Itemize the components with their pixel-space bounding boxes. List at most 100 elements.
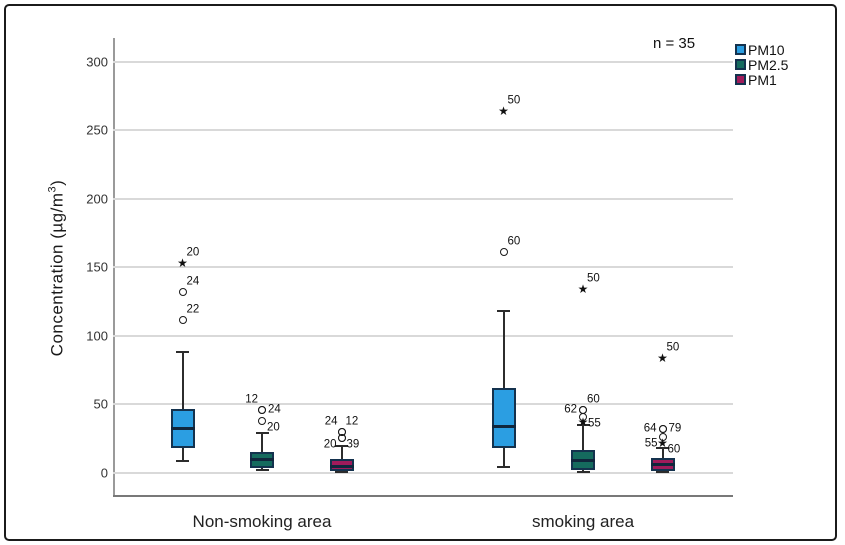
whisker-upper-pm25-smoking bbox=[582, 425, 584, 450]
whisker-cap-upper-pm25-smoking bbox=[576, 424, 590, 427]
whisker-cap-lower-pm25-non-smoking bbox=[255, 469, 269, 472]
outlier-circle-icon-pm25-non-smoking bbox=[258, 405, 266, 414]
median-pm25-non-smoking bbox=[250, 458, 274, 462]
y-axis-title-close: ) bbox=[47, 179, 67, 186]
outlier-circle-icon-pm10-smoking bbox=[499, 248, 508, 257]
whisker-cap-lower-pm10-smoking bbox=[497, 465, 510, 468]
sample-size-annotation: n = 35 bbox=[653, 35, 696, 52]
whisker-lower-pm10-non-smoking bbox=[181, 447, 184, 461]
whisker-cap-upper-pm25-non-smoking bbox=[255, 432, 269, 435]
whisker-upper-pm1-non-smoking bbox=[340, 445, 343, 460]
legend-item-pm25: PM2.5 bbox=[735, 56, 789, 73]
whisker-cap-lower-pm10-non-smoking bbox=[176, 459, 189, 462]
whisker-lower-pm25-smoking bbox=[582, 469, 584, 473]
gridline-200 bbox=[113, 197, 733, 200]
gridline-100 bbox=[113, 334, 733, 337]
outlier-star-icon-pm10-non-smoking: ★ bbox=[177, 256, 188, 271]
outlier-circle-icon-pm25-non-smoking bbox=[258, 416, 266, 425]
y-tick-label-200: 200 bbox=[86, 191, 108, 207]
outlier-star-icon-pm1-smoking: ★ bbox=[657, 350, 668, 365]
outlier-circle-icon-pm1-smoking bbox=[658, 425, 667, 434]
median-pm25-smoking bbox=[571, 459, 595, 463]
y-tick-label-250: 250 bbox=[86, 122, 108, 138]
legend: PM10 PM2.5 PM1 bbox=[735, 41, 789, 88]
gridline-0 bbox=[113, 472, 733, 474]
gridline-150 bbox=[113, 266, 733, 269]
outlier-label-pm25-smoking: 60 bbox=[587, 393, 600, 406]
legend-item-pm1: PM1 bbox=[735, 71, 788, 88]
whisker-lower-pm25-non-smoking bbox=[261, 467, 263, 471]
whisker-upper-pm10-non-smoking bbox=[181, 352, 184, 409]
outlier-label-pm10-non-smoking: 24 bbox=[186, 275, 200, 288]
gridline-50 bbox=[113, 403, 733, 406]
legend-swatch-pm10 bbox=[735, 44, 746, 55]
y-tick-label-300: 300 bbox=[86, 54, 108, 70]
y-tick-label-100: 100 bbox=[86, 328, 108, 344]
outlier-label-pm1-non-smoking: 20 bbox=[323, 438, 337, 451]
outlier-label-pm25-smoking: 50 bbox=[587, 272, 600, 285]
y-tick-label-150: 150 bbox=[86, 259, 108, 275]
median-pm10-non-smoking bbox=[170, 426, 195, 430]
whisker-cap-upper-pm10-non-smoking bbox=[176, 351, 189, 354]
outlier-label-pm1-non-smoking: 12 bbox=[345, 415, 359, 428]
outlier-label-pm1-non-smoking: 39 bbox=[346, 438, 360, 451]
legend-label-pm25: PM2.5 bbox=[748, 56, 789, 73]
outlier-star-icon-pm10-smoking: ★ bbox=[498, 104, 509, 119]
whisker-upper-pm10-smoking bbox=[502, 311, 505, 389]
outlier-label-pm1-smoking: 79 bbox=[668, 422, 682, 435]
legend-label-pm10: PM10 bbox=[748, 41, 785, 58]
outlier-label-pm25-smoking: 55 bbox=[588, 417, 601, 430]
figure-frame bbox=[4, 4, 837, 541]
whisker-lower-pm10-smoking bbox=[502, 447, 505, 467]
outlier-circle-icon-pm10-non-smoking bbox=[178, 315, 187, 324]
whisker-upper-pm1-smoking bbox=[661, 448, 664, 458]
outlier-label-pm1-smoking: 50 bbox=[666, 341, 680, 354]
outlier-label-pm1-smoking: 55 bbox=[644, 436, 658, 449]
outlier-label-pm1-smoking: 60 bbox=[667, 443, 681, 456]
y-axis-title-superscript: 3 bbox=[46, 185, 59, 193]
x-category-label-smoking: smoking area bbox=[531, 512, 635, 531]
x-axis-line bbox=[113, 495, 733, 497]
legend-item-pm10: PM10 bbox=[735, 41, 788, 58]
outlier-label-pm25-non-smoking: 24 bbox=[268, 403, 281, 416]
outlier-label-pm10-non-smoking: 22 bbox=[186, 302, 200, 315]
outlier-label-pm10-smoking: 50 bbox=[507, 94, 521, 107]
outlier-circle-icon-pm25-smoking bbox=[579, 412, 587, 421]
whisker-cap-upper-pm10-smoking bbox=[497, 310, 510, 313]
outlier-label-pm25-non-smoking: 20 bbox=[267, 421, 280, 434]
median-pm1-smoking bbox=[650, 463, 675, 467]
whisker-cap-lower-pm1-smoking bbox=[656, 471, 669, 474]
outlier-star-icon-pm1-smoking: ★ bbox=[657, 435, 668, 450]
outlier-label-pm10-non-smoking: 20 bbox=[186, 246, 200, 259]
outlier-star-icon-pm25-smoking: ★ bbox=[577, 282, 589, 297]
whisker-cap-upper-pm1-non-smoking bbox=[335, 444, 348, 447]
median-pm10-smoking bbox=[491, 424, 516, 428]
whisker-upper-pm25-non-smoking bbox=[261, 433, 263, 452]
y-axis-title-text: Concentration (µg/m bbox=[47, 192, 67, 357]
y-tick-label-0: 0 bbox=[100, 465, 108, 481]
legend-label-pm1: PM1 bbox=[748, 71, 777, 88]
y-axis-title: Concentration (µg/m3) bbox=[47, 180, 68, 357]
outlier-circle-icon-pm1-non-smoking bbox=[337, 434, 346, 443]
outlier-label-pm25-smoking: 62 bbox=[564, 403, 577, 416]
gridline-250 bbox=[113, 129, 733, 132]
legend-swatch-pm25 bbox=[735, 59, 746, 70]
outlier-label-pm25-non-smoking: 12 bbox=[245, 393, 258, 406]
outlier-label-pm10-smoking: 60 bbox=[507, 235, 521, 248]
legend-swatch-pm1 bbox=[735, 74, 746, 85]
outlier-label-pm1-smoking: 64 bbox=[643, 422, 657, 435]
outlier-circle-icon-pm1-smoking bbox=[658, 432, 667, 441]
x-category-label-non-smoking: Non-smoking area bbox=[192, 512, 332, 531]
median-pm1-non-smoking bbox=[329, 464, 354, 468]
whisker-cap-lower-pm25-smoking bbox=[576, 471, 590, 474]
y-tick-label-50: 50 bbox=[93, 396, 108, 412]
gridline-300 bbox=[113, 60, 733, 63]
whisker-cap-upper-pm1-smoking bbox=[656, 447, 669, 450]
outlier-star-icon-pm25-smoking: ★ bbox=[577, 415, 589, 430]
whisker-cap-lower-pm1-non-smoking bbox=[335, 471, 348, 474]
outlier-circle-icon-pm10-non-smoking bbox=[178, 288, 187, 297]
outlier-label-pm1-non-smoking: 24 bbox=[324, 415, 338, 428]
box-pm10-smoking bbox=[491, 388, 516, 448]
